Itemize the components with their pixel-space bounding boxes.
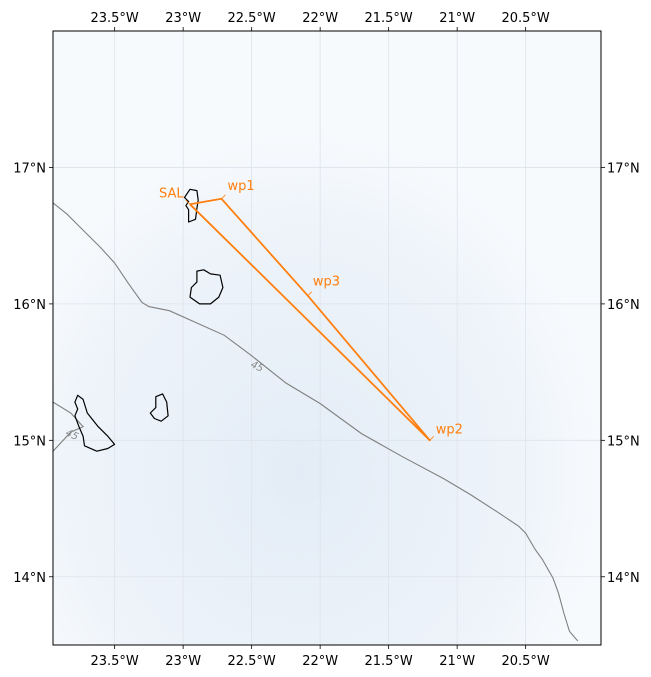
coastlines [74, 188, 224, 452]
island-coastline [189, 269, 224, 305]
y-tick-label-left: 15°N [13, 434, 46, 449]
x-tick-label-bottom: 21.5°W [364, 654, 412, 669]
waypoint-label-wp3: wp3 [313, 275, 340, 290]
waypoint-label-wp2: wp2 [436, 422, 463, 437]
gridlines [53, 31, 601, 645]
y-tick-label-right: 16°N [607, 298, 640, 313]
island-coastline [183, 188, 199, 223]
x-tick-label-top: 21.5°W [364, 11, 412, 26]
y-tick-label-right: 14°N [607, 571, 640, 586]
x-tick-label-top: 22.5°W [227, 11, 275, 26]
map-frame [52, 30, 602, 646]
y-tick-label-right: 17°N [607, 161, 640, 176]
waypoint-label-sal: SAL [159, 186, 184, 201]
x-tick-label-bottom: 23°W [165, 654, 201, 669]
route-line [189, 197, 431, 442]
x-tick-label-top: 23.5°W [90, 11, 138, 26]
x-tick-label-bottom: 22°W [302, 654, 338, 669]
x-tick-label-bottom: 22.5°W [227, 654, 275, 669]
contour-label: 45 [64, 428, 80, 443]
waypoint-leader [185, 200, 191, 205]
axis-ticks: 23.5°W 23.5°W 23°W 23°W 22.5°W 22.5°W 22°W 22°W… [13, 11, 640, 669]
x-tick-label-top: 22°W [302, 11, 338, 26]
y-tick-label-right: 15°N [607, 434, 640, 449]
waypoint-label-wp1: wp1 [228, 179, 255, 194]
x-tick-label-bottom: 23.5°W [90, 654, 138, 669]
waypoint-labels: SAL wp1 wp3 wp2 [159, 179, 463, 441]
x-tick-label-bottom: 21°W [439, 654, 475, 669]
waypoint-leader [429, 436, 435, 441]
x-tick-label-top: 21°W [439, 11, 475, 26]
island-coastline [149, 393, 169, 422]
waypoint-leader [307, 291, 313, 296]
contour-line [53, 202, 579, 642]
contour-label: 45 [249, 359, 265, 374]
waypoint-leader [221, 194, 226, 200]
y-tick-label-left: 17°N [13, 161, 46, 176]
contour-line [53, 401, 85, 452]
island-coastline [74, 394, 116, 452]
contour-lines [53, 202, 579, 642]
x-tick-label-bottom: 20.5°W [501, 654, 549, 669]
flight-route [189, 197, 431, 442]
y-tick-label-left: 14°N [13, 571, 46, 586]
x-tick-label-top: 23°W [165, 11, 201, 26]
contour-labels: 45 45 [64, 359, 265, 443]
x-tick-label-top: 20.5°W [501, 11, 549, 26]
y-tick-label-left: 16°N [13, 298, 46, 313]
